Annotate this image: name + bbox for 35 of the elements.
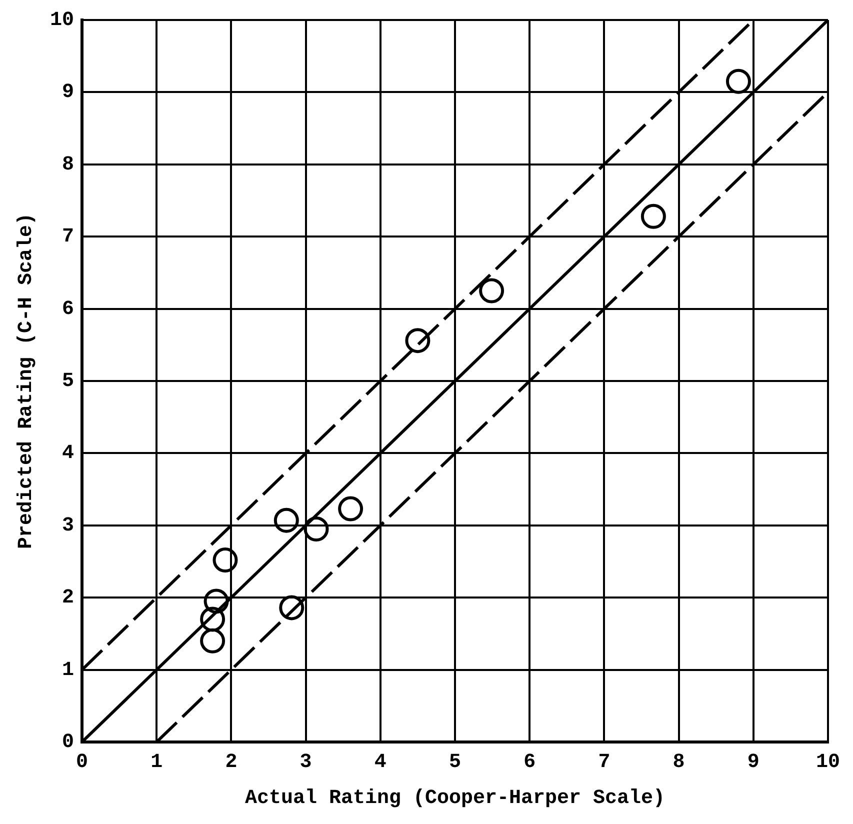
point	[274, 508, 299, 533]
point	[338, 496, 364, 522]
x-tick-label: 7	[598, 751, 610, 774]
x-tick-label: 2	[225, 751, 238, 774]
point	[212, 548, 238, 573]
x-tick-label: 3	[300, 751, 312, 774]
y-tick-label: 4	[62, 442, 74, 466]
point	[479, 278, 504, 304]
y-tick-label: 2	[62, 586, 74, 610]
point	[200, 606, 226, 632]
y-tick-label: 1	[62, 658, 74, 682]
point	[640, 204, 666, 229]
x-tick-label: 1	[150, 751, 163, 774]
y-tick-label: 3	[62, 514, 74, 538]
point	[726, 68, 751, 94]
point	[304, 516, 329, 542]
x-tick-label: 4	[374, 751, 386, 774]
y-tick-label: 6	[62, 298, 74, 321]
y-tick-label: 10	[50, 9, 74, 32]
y-axis-title: Predicted Rating (C-H Scale)	[15, 212, 38, 550]
x-axis-title: Actual Rating (Cooper-Harper Scale)	[244, 787, 666, 810]
y-tick-label: 9	[62, 81, 74, 104]
point	[279, 595, 304, 620]
point	[204, 588, 229, 614]
point	[405, 328, 430, 354]
y-tick-label: 0	[62, 731, 74, 754]
x-tick-label: 9	[747, 751, 760, 774]
x-tick-label: 5	[448, 751, 462, 774]
x-tick-label: 8	[672, 751, 685, 774]
y-tick-label: 5	[62, 370, 74, 394]
x-tick-label: 6	[524, 751, 536, 774]
point	[200, 628, 226, 654]
y-tick-label: 7	[62, 226, 74, 249]
x-tick-label: 10	[816, 751, 840, 774]
y-tick-label: 8	[62, 153, 74, 176]
